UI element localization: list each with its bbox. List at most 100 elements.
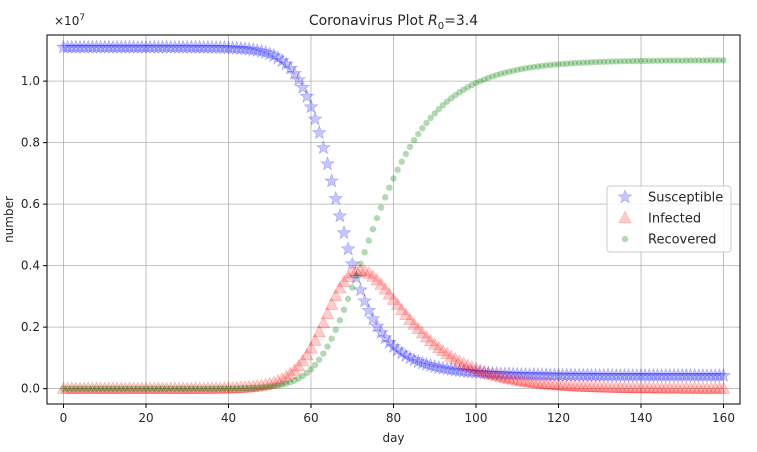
susceptible-point: [56, 39, 71, 54]
infected-point: [700, 381, 714, 394]
recovered-point: [646, 57, 653, 65]
susceptible-point: [456, 363, 472, 378]
recovered-point: [551, 61, 558, 68]
susceptible-point: [625, 367, 641, 382]
recovered-point: [101, 385, 108, 392]
infected-point: [423, 333, 438, 347]
infected-point: [73, 381, 87, 394]
susceptible-point: [497, 366, 513, 381]
susceptible-point: [225, 40, 241, 55]
recovered-point: [567, 60, 575, 67]
recovered-point: [588, 59, 595, 66]
infected-point: [131, 381, 145, 394]
infected-point: [386, 292, 401, 305]
recovered-point: [349, 284, 356, 291]
infected-point: [609, 380, 623, 393]
infected-point: [663, 381, 677, 394]
infected-point: [605, 380, 619, 393]
susceptible-point: [163, 39, 179, 54]
infected-point: [304, 341, 318, 354]
recovered-point: [386, 184, 393, 191]
x-tick-label: 100: [465, 411, 488, 425]
recovered-point: [501, 69, 509, 76]
recovered-point: [456, 89, 463, 96]
susceptible-point: [394, 345, 410, 360]
recovered-point: [72, 385, 80, 392]
x-tick-label: 0: [60, 411, 68, 425]
susceptible-point: [84, 39, 100, 54]
infected-point: [234, 380, 248, 393]
infected-point: [588, 379, 603, 393]
susceptible-point: [683, 367, 698, 383]
infected-point: [362, 266, 376, 279]
susceptible-point: [183, 39, 199, 54]
infected-point: [271, 373, 285, 387]
infected-point: [428, 337, 442, 350]
recovered-point: [316, 356, 323, 363]
infected-point: [98, 381, 112, 394]
recovered-point: [406, 143, 414, 151]
recovered-point: [134, 385, 141, 392]
susceptible-point: [592, 367, 608, 382]
infected-point: [613, 380, 628, 393]
recovered-point: [431, 110, 438, 117]
susceptible-point: [109, 39, 125, 54]
infected-point: [708, 381, 722, 394]
recovered-point: [460, 86, 467, 93]
infected-point: [209, 381, 223, 394]
recovered-point: [674, 57, 682, 64]
infected-point: [69, 381, 83, 394]
recovered-point: [217, 385, 224, 392]
infected-point: [395, 302, 409, 315]
x-tick-label: 140: [630, 411, 653, 425]
recovered-point: [555, 61, 562, 68]
recovered-point: [171, 385, 179, 392]
legend-marker-recovered: [621, 235, 629, 243]
recovered-point: [303, 369, 311, 377]
recovered-point: [650, 57, 657, 64]
susceptible-point: [674, 367, 690, 383]
susceptible-point: [398, 347, 414, 363]
infected-point: [543, 377, 557, 390]
recovered-point: [493, 71, 500, 79]
recovered-point: [245, 384, 253, 392]
infected-point: [617, 380, 632, 393]
infected-point: [139, 381, 153, 394]
x-tick-label: 20: [138, 411, 153, 425]
recovered-point: [514, 66, 521, 74]
susceptible-point: [443, 361, 459, 377]
infected-point: [197, 381, 211, 394]
susceptible-point: [542, 367, 558, 382]
susceptible-point: [435, 360, 451, 375]
susceptible-point: [324, 173, 340, 188]
infected-point: [461, 358, 475, 371]
x-tick-label: 80: [386, 411, 401, 425]
recovered-point: [151, 385, 158, 392]
recovered-point: [200, 385, 207, 392]
infected-point: [634, 380, 648, 394]
chart-title-math-value: =3.4: [444, 13, 478, 29]
chart-title: Coronavirus Plot R0=3.4: [309, 13, 478, 32]
recovered-point: [633, 57, 641, 65]
recovered-point: [89, 385, 96, 392]
susceptible-point: [447, 362, 463, 377]
susceptible-point: [282, 60, 298, 75]
chart-title-math-sub: 0: [438, 21, 444, 32]
susceptible-point: [431, 359, 447, 374]
infected-point: [687, 381, 702, 394]
recovered-point: [109, 385, 117, 392]
susceptible-point: [654, 367, 670, 383]
infected-point: [85, 381, 100, 394]
susceptible-point: [68, 39, 84, 54]
infected-point: [444, 349, 458, 362]
infected-point: [527, 375, 541, 388]
susceptible-point: [637, 367, 653, 382]
recovered-point: [658, 57, 665, 64]
infected-point: [184, 381, 199, 394]
susceptible-point: [427, 358, 443, 374]
recovered-point: [118, 385, 125, 392]
recovered-point: [208, 385, 216, 392]
infected-point: [593, 380, 607, 393]
infected-point: [510, 373, 524, 386]
susceptible-point: [633, 367, 649, 382]
